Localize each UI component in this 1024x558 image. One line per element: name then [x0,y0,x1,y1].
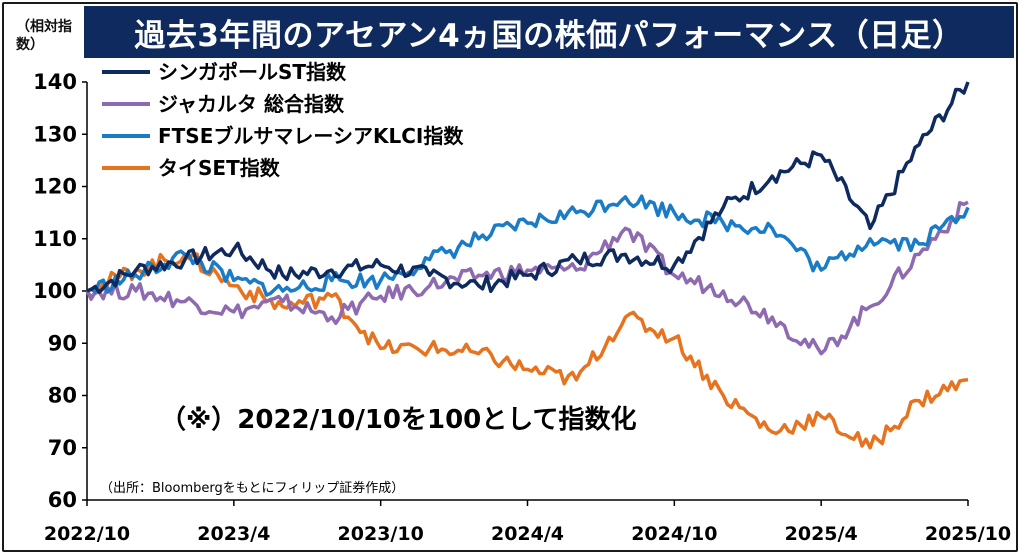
x-tick-label: 2023/10 [338,523,424,545]
chart-title: 過去3年間のアセアン4ヵ国の株価パフォーマンス（日足） [84,6,1014,58]
y-tick-label: 90 [48,331,77,355]
series-line-4 [85,252,969,450]
chart-source: （出所：Bloombergをもとにフィリップ証券作成） [100,480,404,496]
legend-label-3: FTSEブルサマレーシアKLCI指数 [158,124,464,148]
series-line-1 [86,81,970,294]
y-tick-label: 130 [33,122,77,146]
y-tick-label: 70 [48,436,77,460]
y-tick-label: 80 [48,384,77,408]
x-tick-label: 2025/10 [925,523,1011,545]
x-tick-label: 2022/10 [44,523,130,545]
legend-label-1: シンガポールST指数 [158,60,347,84]
legend-label-4: タイSET指数 [158,156,281,180]
y-tick-label: 100 [33,279,77,303]
y-tick-label: 140 [33,70,77,94]
y-tick-label: 60 [48,488,77,512]
series-line-2 [85,200,969,356]
y-tick-label: 110 [33,227,77,251]
y-axis-unit-label: （相対指数） [16,19,72,53]
series-line-3 [86,194,970,297]
chart-frame [2,2,1018,552]
legend-label-2: ジャカルタ 総合指数 [158,92,345,116]
chart-annotation: （※）2022/10/10を100として指数化 [160,405,637,435]
y-tick-label: 120 [33,175,77,199]
x-tick-label: 2024/4 [491,523,564,545]
x-tick-label: 2025/4 [785,523,858,545]
x-tick-label: 2024/10 [631,523,717,545]
x-tick-label: 2023/4 [197,523,270,545]
